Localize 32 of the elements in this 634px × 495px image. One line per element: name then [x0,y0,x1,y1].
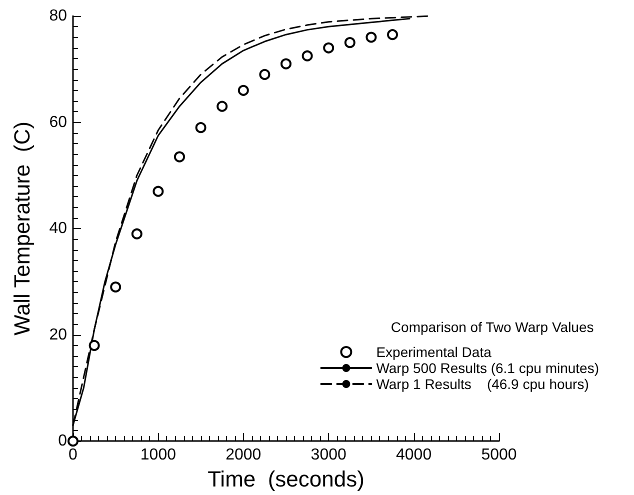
y-tick-label: 20 [49,326,68,344]
legend-label: Experimental Data [376,344,492,360]
x-tick-label: 1000 [140,446,176,464]
y-tick-label: 0 [58,432,68,450]
point [110,282,122,292]
point [387,29,398,40]
point [152,186,164,197]
point [259,68,270,80]
legend-label: Warp 500 Results (6.1 cpu minutes) [376,360,599,376]
x-axis-title: Time (seconds) [208,466,364,492]
point [174,151,185,162]
y-tick-label: 80 [49,8,68,24]
point [366,32,377,43]
x-tick-label: 3000 [310,446,346,464]
y-tick-label: 60 [49,114,68,131]
point [195,122,206,134]
legend-label: Warp 1 Results (46.9 cpu hours) [376,376,589,392]
point [68,436,78,447]
point [216,100,228,112]
point [131,228,142,240]
legend-title: Comparison of Two Warp Values [390,319,594,335]
point [302,50,313,62]
x-tick-label: 4000 [396,446,432,464]
y-tick-label: 40 [49,220,68,238]
x-tick-label: 2000 [226,446,262,464]
point [323,42,334,54]
point [344,37,356,48]
x-tick-label: 5000 [481,446,517,464]
point [88,340,100,351]
point [280,58,292,70]
point [238,84,249,96]
y-axis-title: Wall Temperature (C) [10,122,34,336]
